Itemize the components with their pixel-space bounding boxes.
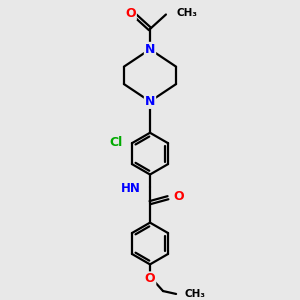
Text: O: O — [173, 190, 184, 203]
Text: HN: HN — [121, 182, 141, 195]
Text: O: O — [125, 7, 136, 20]
Text: Cl: Cl — [110, 136, 123, 149]
Text: O: O — [145, 272, 155, 285]
Text: CH₃: CH₃ — [185, 289, 206, 299]
Text: N: N — [145, 43, 155, 56]
Text: N: N — [145, 95, 155, 108]
Text: CH₃: CH₃ — [176, 8, 197, 18]
